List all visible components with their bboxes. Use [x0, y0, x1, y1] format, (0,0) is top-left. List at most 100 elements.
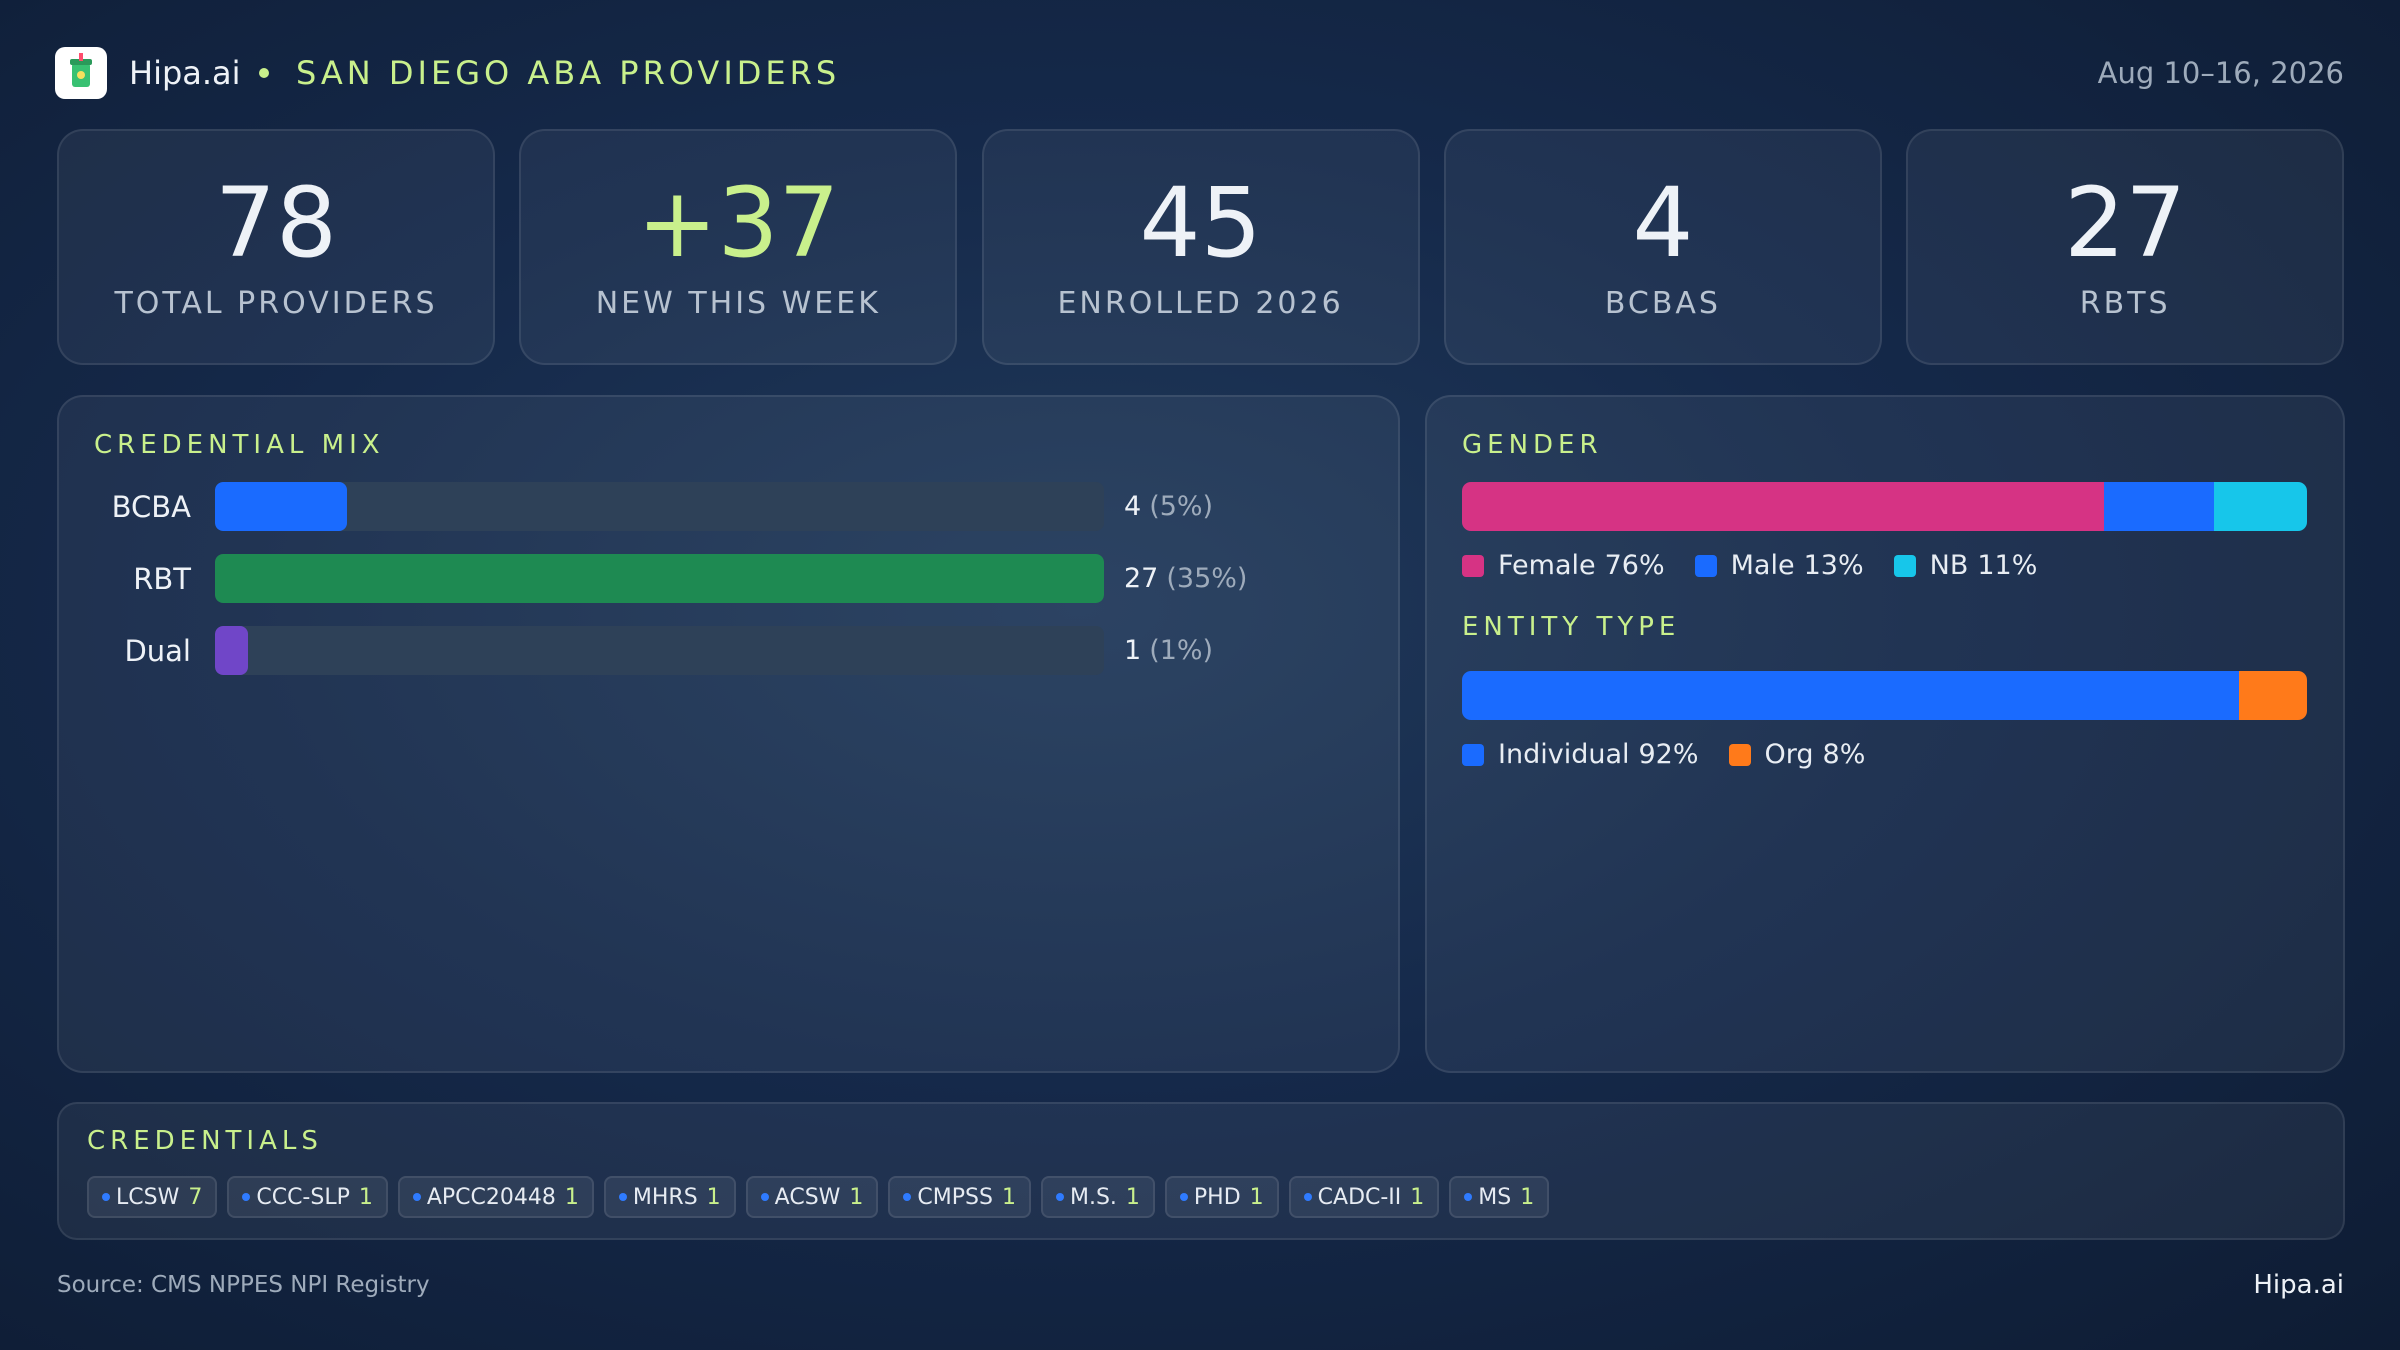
kpi-card: 4 BCBAS [1443, 129, 1882, 365]
kpi-value: 27 [2064, 167, 2187, 279]
chip-dot [102, 1193, 110, 1201]
chip-name: MHRS [632, 1184, 698, 1210]
panel-title: ENTITY TYPE [1462, 612, 1681, 642]
credential-chip: MHRS 1 [603, 1176, 736, 1218]
chip-name: PHD [1193, 1184, 1241, 1210]
value-label: 27 (35%) [1124, 563, 1247, 594]
legend: Female 76% Male 13% NB 11% [1462, 550, 2037, 581]
segment [1462, 482, 2105, 531]
chip-count: 1 [564, 1184, 579, 1210]
kpi-value: 78 [214, 167, 338, 279]
chip-count: 1 [1125, 1184, 1140, 1210]
legend-swatch [1462, 743, 1484, 766]
legend-swatch [1728, 743, 1751, 766]
chip-name: LCSW [116, 1184, 180, 1210]
credential-chip: ACSW 1 [745, 1176, 879, 1218]
chip-count: 1 [706, 1184, 721, 1210]
separator [259, 68, 269, 78]
chip-dot [412, 1193, 421, 1201]
chip-name: MS [1478, 1184, 1512, 1210]
logo-icon [70, 53, 92, 87]
legend-item: Individual 92% [1462, 739, 1699, 770]
bar [215, 482, 347, 531]
chip-count: 1 [1001, 1184, 1016, 1210]
bar [215, 626, 248, 675]
chip-name: APCC20448 [426, 1184, 556, 1210]
chip-name: CCC-SLP [256, 1184, 350, 1210]
chip-name: ACSW [774, 1184, 841, 1210]
chip-dot [1179, 1193, 1188, 1201]
chip-dot [1055, 1193, 1064, 1201]
chip-dot [1303, 1193, 1312, 1201]
kpi-label: RBTS [2079, 286, 2171, 321]
kpi-card: 27 RBTS [1906, 129, 2345, 365]
legend-swatch [1694, 554, 1717, 577]
legend: Individual 92% Org 8% [1462, 739, 1865, 770]
legend-name: Male [1730, 550, 1795, 581]
date-range: Aug 10–16, 2026 [2097, 56, 2344, 90]
chip-name: CMPSS [917, 1184, 993, 1210]
credential-chip: MS 1 [1449, 1176, 1550, 1218]
kpi-value: +37 [637, 167, 840, 279]
segment [2104, 482, 2215, 531]
chip-name: CADC-II [1317, 1184, 1402, 1210]
legend-value: 13% [1803, 550, 1864, 581]
legend-swatch [1462, 554, 1484, 577]
credential-mix-panel: CREDENTIAL MIX BCBA 4 (5%) RBT 27 (35%) Dual 1(… [57, 395, 1400, 1073]
chip-count: 7 [188, 1184, 203, 1210]
value: 1 [1124, 635, 1142, 666]
credentials-panel: CREDENTIALS LCSW 7 CCC-SLP 1 APCC20448 1 MHRS 1… [57, 1102, 2345, 1240]
chip-name: M.S. [1069, 1184, 1117, 1210]
category-label: Dual [124, 634, 191, 668]
credential-chip: M.S. 1 [1040, 1176, 1155, 1218]
chip-dot [1464, 1193, 1473, 1201]
stacked-track [1462, 482, 2307, 531]
chip-dot [903, 1193, 912, 1201]
kpi-label: ENROLLED 2026 [1057, 286, 1344, 321]
credential-chip: CADC-II 1 [1288, 1176, 1440, 1218]
legend-item: Female 76% [1462, 550, 1665, 581]
legend-value: 8% [1822, 739, 1866, 770]
category-label: BCBA [111, 490, 191, 524]
kpi-label: TOTAL PROVIDERS [114, 286, 438, 321]
value-label: 4 (5%) [1124, 491, 1213, 522]
kpi-card: 45 ENROLLED 2026 [981, 129, 1420, 365]
brand: Hipa.ai [129, 54, 241, 92]
legend-name: NB [1929, 550, 1969, 581]
segment [1462, 671, 2240, 720]
chip-dot [242, 1193, 251, 1201]
kpi-label: BCBAS [1604, 286, 1721, 321]
chip-count: 1 [1410, 1184, 1425, 1210]
logo [55, 47, 107, 99]
value: 4 [1124, 491, 1142, 522]
legend-name: Individual [1498, 739, 1630, 770]
legend-value: 11% [1977, 550, 2038, 581]
bar-track [215, 554, 1104, 603]
kpi-card: +37 NEW THIS WEEK [519, 129, 958, 365]
credential-chip: LCSW 7 [87, 1176, 218, 1218]
value-label: 1 (1%) [1124, 635, 1213, 666]
bar-track [215, 482, 1104, 531]
credential-chip: PHD 1 [1164, 1176, 1279, 1218]
page-title: SAN DIEGO ABA PROVIDERS [296, 54, 841, 92]
legend-name: Org [1764, 739, 1814, 770]
panel-title: CREDENTIALS [87, 1126, 323, 1156]
category-label: RBT [133, 562, 191, 596]
value: 27 [1124, 563, 1159, 594]
legend-item: Male 13% [1694, 550, 1864, 581]
legend-name: Female [1498, 550, 1596, 581]
chip-count: 1 [358, 1184, 373, 1210]
source: Source: CMS NPPES NPI Registry [57, 1272, 430, 1298]
share: (1%) [1149, 635, 1214, 666]
kpi-value: 4 [1632, 167, 1694, 279]
panel-title: GENDER [1462, 430, 1603, 460]
share: (35%) [1166, 563, 1248, 594]
legend-item: NB 11% [1893, 550, 2038, 581]
kpi-label: NEW THIS WEEK [595, 286, 881, 321]
legend-value: 92% [1638, 739, 1699, 770]
panel-title: CREDENTIAL MIX [94, 430, 385, 460]
segment [2239, 671, 2307, 720]
bar-track [215, 626, 1104, 675]
legend-item: Org 8% [1728, 739, 1866, 770]
